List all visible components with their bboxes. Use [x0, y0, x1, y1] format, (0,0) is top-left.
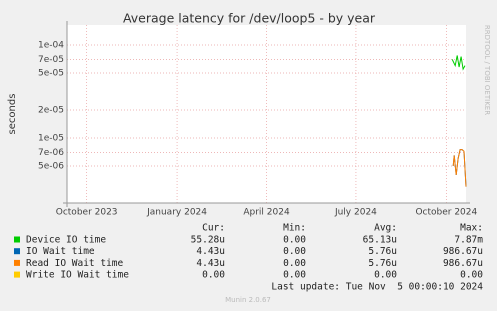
y-tick-label: 1e-04 — [38, 40, 64, 50]
legend-header: Cur: — [202, 223, 225, 234]
legend-swatch — [14, 259, 20, 266]
legend-stat: 65.13u — [363, 235, 397, 246]
series-line — [452, 149, 467, 187]
chart-title: Average latency for /dev/loop5 - by year — [123, 11, 376, 26]
legend-stat: 7.87m — [454, 235, 483, 246]
y-tick-label: 7e-06 — [38, 148, 64, 158]
legend-stat: 986.67u — [443, 246, 483, 257]
last-update: Last update: Tue Nov 5 00:00:10 2024 — [271, 282, 483, 293]
y-tick-label: 7e-05 — [38, 55, 64, 65]
legend-header: Avg: — [374, 223, 397, 234]
legend-label: Device IO time — [26, 235, 106, 246]
legend-label: Read IO Wait time — [26, 258, 124, 269]
legend-stat: 0.00 — [283, 246, 306, 257]
y-tick-label: 5e-06 — [38, 161, 64, 171]
legend-stat: 5.76u — [368, 246, 397, 257]
x-tick-label: October 2024 — [415, 208, 477, 218]
y-tick-label: 1e-05 — [38, 133, 64, 143]
footer: Munin 2.0.67 — [225, 296, 271, 304]
legend-header: Max: — [460, 223, 483, 234]
y-axis-label: seconds — [7, 94, 18, 135]
y-tick-label: 2e-05 — [38, 105, 64, 115]
x-tick-label: April 2024 — [243, 208, 290, 218]
legend-stat: 0.00 — [202, 270, 225, 281]
legend-swatch — [14, 248, 20, 255]
x-tick-label: October 2023 — [56, 208, 118, 218]
legend-stat: 4.43u — [196, 258, 225, 269]
legend-stat: 0.00 — [460, 270, 483, 281]
legend-label: Write IO Wait time — [26, 270, 129, 281]
legend-swatch — [14, 271, 20, 278]
legend-header: Min: — [283, 223, 306, 234]
legend-stat: 0.00 — [283, 235, 306, 246]
legend-label: IO Wait time — [26, 246, 95, 257]
legend-swatch — [14, 236, 20, 243]
side-note: RRDTOOL / TOBI OETIKER — [483, 25, 491, 115]
legend-stat: 0.00 — [283, 258, 306, 269]
legend-stat: 0.00 — [374, 270, 397, 281]
legend-stat: 986.67u — [443, 258, 483, 269]
legend-stat: 55.28u — [191, 235, 225, 246]
x-tick-label: July 2024 — [334, 208, 377, 218]
y-tick-label: 5e-05 — [38, 68, 64, 78]
legend-stat: 4.43u — [196, 246, 225, 257]
series-line — [451, 55, 466, 71]
plot-area — [67, 25, 466, 203]
x-tick-label: January 2024 — [146, 208, 207, 218]
legend-stat: 5.76u — [368, 258, 397, 269]
legend-stat: 0.00 — [283, 270, 306, 281]
